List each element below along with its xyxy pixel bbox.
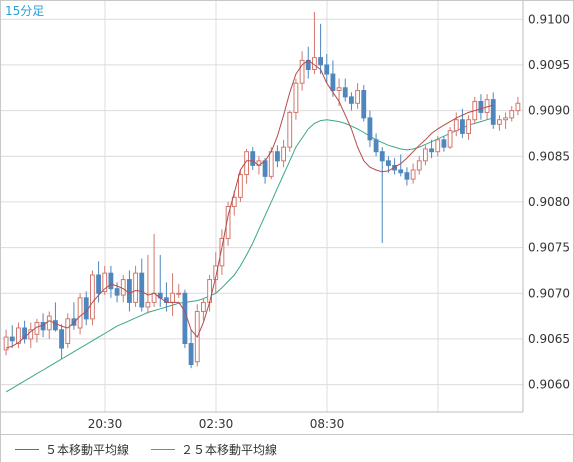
candle-body: [509, 110, 515, 119]
y-tick-label: 0.9070: [528, 286, 570, 300]
timeframe-label: 15分足: [5, 4, 44, 18]
candle-body: [28, 329, 34, 340]
candle-body: [336, 87, 342, 92]
candle-body: [490, 99, 496, 125]
candle-body: [293, 82, 299, 113]
candle-body: [447, 130, 453, 148]
candle-body: [40, 321, 46, 331]
candle-body: [46, 315, 52, 331]
candle-body: [59, 329, 64, 349]
y-tick-label: 0.9095: [528, 58, 570, 72]
candle-body: [262, 160, 268, 177]
y-tick-label: 0.9075: [528, 241, 570, 255]
legend-label-ma25: ２５本移動平均線: [181, 442, 278, 457]
ma25-line: [5, 117, 494, 393]
legend: ５本移動平均線 ２５本移動平均線: [1, 434, 573, 462]
candle-body: [361, 90, 367, 119]
candle-body: [96, 274, 101, 294]
y-tick-label: 0.9060: [528, 378, 570, 392]
y-tick-label: 0.9100: [528, 12, 570, 26]
candle-body: [182, 292, 188, 344]
candle-body: [102, 272, 108, 292]
candle-body: [404, 172, 410, 180]
candle-body: [53, 320, 58, 331]
candle-body: [349, 96, 354, 104]
candlestick-chart: 0.9060 0.9065 0.9070 0.9075 0.9080 0.9085 0.90…: [1, 1, 570, 431]
candle-body: [429, 148, 434, 153]
candle-body: [497, 119, 502, 125]
candle-body: [330, 73, 336, 92]
ma5-line: [5, 59, 494, 349]
candle-body: [9, 336, 15, 342]
candle-body: [65, 318, 71, 344]
candle-body: [503, 117, 508, 121]
candle-body: [453, 119, 459, 132]
legend-swatch-ma5: [15, 448, 39, 450]
candle-body: [515, 102, 521, 112]
x-tick-label: 02:30: [199, 417, 234, 431]
candle-body: [3, 336, 9, 351]
candle-body: [188, 343, 194, 366]
candle-body: [478, 100, 484, 113]
candle-body: [90, 274, 95, 320]
candle-body: [355, 90, 360, 104]
y-tick-label: 0.9080: [528, 195, 570, 209]
candle-body: [416, 160, 422, 171]
candle-body: [201, 301, 206, 313]
candle-body: [342, 87, 348, 98]
candle-body: [373, 139, 379, 153]
candle-body: [410, 169, 416, 180]
y-tick-label: 0.9065: [528, 332, 570, 346]
legend-item-ma25: ２５本移動平均線: [151, 441, 277, 457]
legend-swatch-ma25: [151, 448, 175, 450]
candle-body: [170, 292, 175, 303]
candle-body: [77, 297, 83, 329]
candle-body: [83, 297, 89, 320]
candle-body: [16, 327, 21, 344]
y-tick-label: 0.9085: [528, 149, 570, 163]
candle-body: [441, 139, 447, 148]
candle-body: [145, 301, 151, 308]
legend-item-ma5: ５本移動平均線: [15, 441, 129, 457]
candle-body: [318, 57, 323, 66]
candle-body: [108, 272, 114, 290]
candle-body: [127, 279, 132, 303]
candle-body: [133, 272, 138, 303]
candle-body: [238, 174, 243, 198]
candle-body: [176, 292, 182, 295]
candle-body: [460, 119, 465, 134]
candle-body: [423, 148, 428, 162]
candle-body: [299, 59, 305, 84]
candle-body: [386, 160, 391, 166]
candle-body: [219, 237, 225, 267]
x-tick-label: 08:30: [310, 417, 345, 431]
candle-body: [120, 279, 126, 296]
candle-body: [435, 139, 441, 153]
candle-body: [379, 151, 385, 162]
candle-body: [287, 111, 293, 148]
candle-body: [225, 206, 231, 239]
candle-body: [281, 146, 286, 162]
candle-body: [398, 169, 404, 174]
y-tick-label: 0.9090: [528, 104, 570, 118]
candle-body: [22, 327, 27, 340]
candle-body: [250, 151, 256, 166]
candle-body: [231, 196, 237, 208]
candle-body: [466, 119, 471, 134]
legend-label-ma5: ５本移動平均線: [45, 442, 130, 457]
candle-body: [367, 117, 373, 141]
plot-area: [1, 1, 523, 412]
candle-body: [275, 151, 280, 162]
x-tick-label: 20:30: [88, 417, 123, 431]
candle-body: [213, 265, 219, 281]
candle-body: [324, 64, 330, 75]
candle-body: [139, 272, 145, 308]
candle-body: [268, 151, 274, 177]
candle-body: [114, 288, 120, 296]
